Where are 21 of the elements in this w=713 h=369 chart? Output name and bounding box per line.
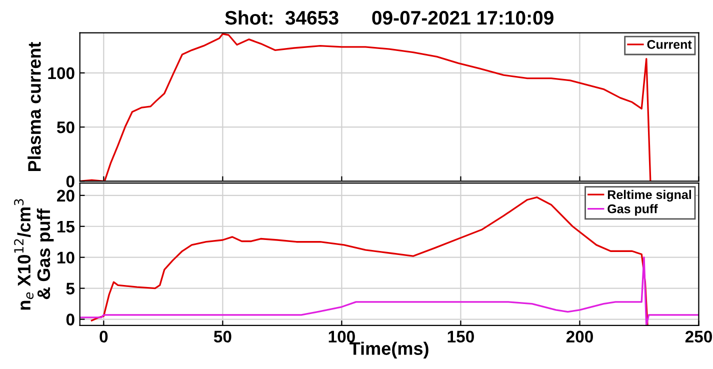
y-tick-label: 20 bbox=[57, 190, 74, 202]
x-tick-label: 100 bbox=[328, 330, 355, 343]
y-axis-title: Plasma current bbox=[28, 42, 41, 172]
y-tick-label: 15 bbox=[58, 220, 75, 233]
x-tick-label: 250 bbox=[685, 330, 712, 343]
x-tick-label: 50 bbox=[214, 330, 232, 343]
legend-label: Reltime signal bbox=[608, 190, 691, 202]
y-tick-label: 10 bbox=[58, 252, 74, 264]
y-tick-label: 50 bbox=[56, 121, 74, 134]
legend-label: Current bbox=[647, 40, 692, 49]
y-axis-title: n$_{e}$ X10$^{12}$/cm$^{3}$ & Gas puff bbox=[14, 199, 54, 310]
chart-title: Shot: 34653 09-07-2021 17:10:09 bbox=[225, 10, 554, 25]
y-tick-label: 0 bbox=[66, 314, 74, 326]
x-tick-label: 0 bbox=[100, 330, 108, 343]
x-axis-title: Time(ms) bbox=[350, 342, 428, 359]
y-tick-label: 5 bbox=[66, 282, 75, 295]
x-tick-label: 200 bbox=[566, 330, 593, 343]
legend-label: Gas puff bbox=[608, 204, 658, 216]
y-tick-label: 0 bbox=[66, 176, 74, 188]
x-tick-label: 150 bbox=[448, 330, 474, 343]
y-tick-label: 100 bbox=[48, 67, 74, 80]
